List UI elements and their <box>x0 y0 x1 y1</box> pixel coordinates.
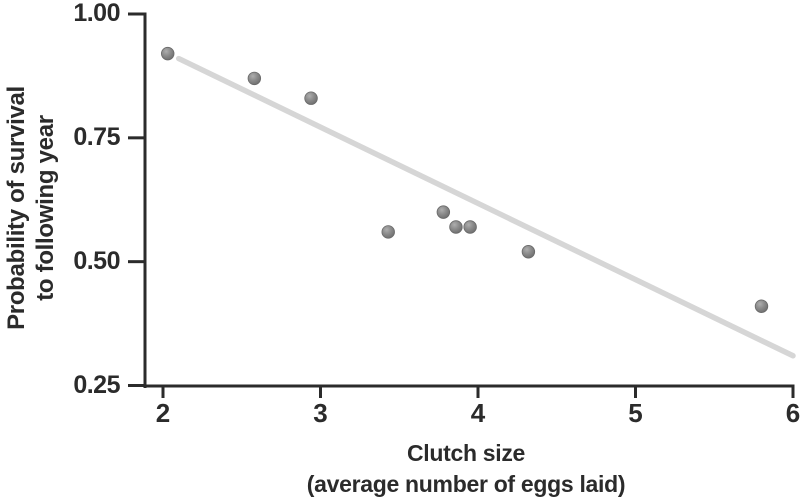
y-tick-label: 0.75 <box>73 122 120 151</box>
data-point <box>754 299 769 313</box>
x-tick-label: 5 <box>628 398 643 428</box>
x-tick-label: 3 <box>313 398 328 428</box>
y-axis-title-line2: to following year <box>32 115 59 301</box>
x-tick-label: 6 <box>785 398 800 428</box>
x-tick-label: 2 <box>155 398 171 428</box>
x-axis-title: Clutch size (average number of eggs laid… <box>216 438 716 500</box>
data-point <box>436 205 451 219</box>
y-axis-title-line1: Probability of survival <box>3 86 30 330</box>
x-axis-title-line2: (average number of eggs laid) <box>306 471 626 497</box>
trend-line <box>176 55 796 359</box>
data-point <box>161 46 175 61</box>
data-point <box>381 225 395 239</box>
x-axis-title-line1: Clutch size <box>406 440 526 466</box>
data-point <box>304 91 318 105</box>
y-tick-label: 0.50 <box>73 246 120 275</box>
y-axis-title: Probability of survival to following yea… <box>2 58 60 358</box>
data-point <box>247 71 262 86</box>
data-point <box>463 220 477 234</box>
data-point <box>521 245 536 259</box>
y-tick-label: 1.00 <box>73 0 120 27</box>
x-tick-label: 4 <box>470 398 486 428</box>
y-tick-label: 0.25 <box>73 370 120 399</box>
data-point <box>449 220 463 234</box>
